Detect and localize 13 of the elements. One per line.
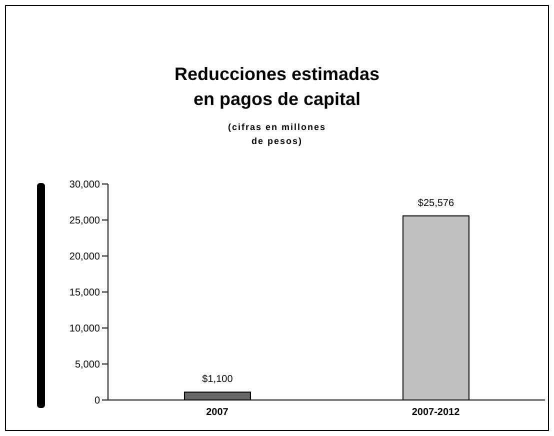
x-tick-label: 2007 — [206, 407, 229, 418]
y-tick-label: 5,000 — [74, 360, 100, 371]
y-tick-label: 25,000 — [69, 216, 100, 227]
y-tick-label: 15,000 — [69, 288, 100, 299]
y-tick-label: 20,000 — [69, 252, 100, 263]
y-tick-label: 30,000 — [69, 180, 100, 191]
x-tick-label: 2007-2012 — [412, 407, 460, 418]
chart-title: Reducciones estimadas en pagos de capital — [173, 63, 381, 111]
y-tick-label: 10,000 — [69, 324, 100, 335]
data-label: $1,100 — [202, 374, 234, 386]
data-label: $25,576 — [418, 198, 454, 209]
chart-subtitle: (cifras en millones de pesos) — [226, 121, 328, 148]
y-tick-label: 0 — [94, 396, 100, 407]
